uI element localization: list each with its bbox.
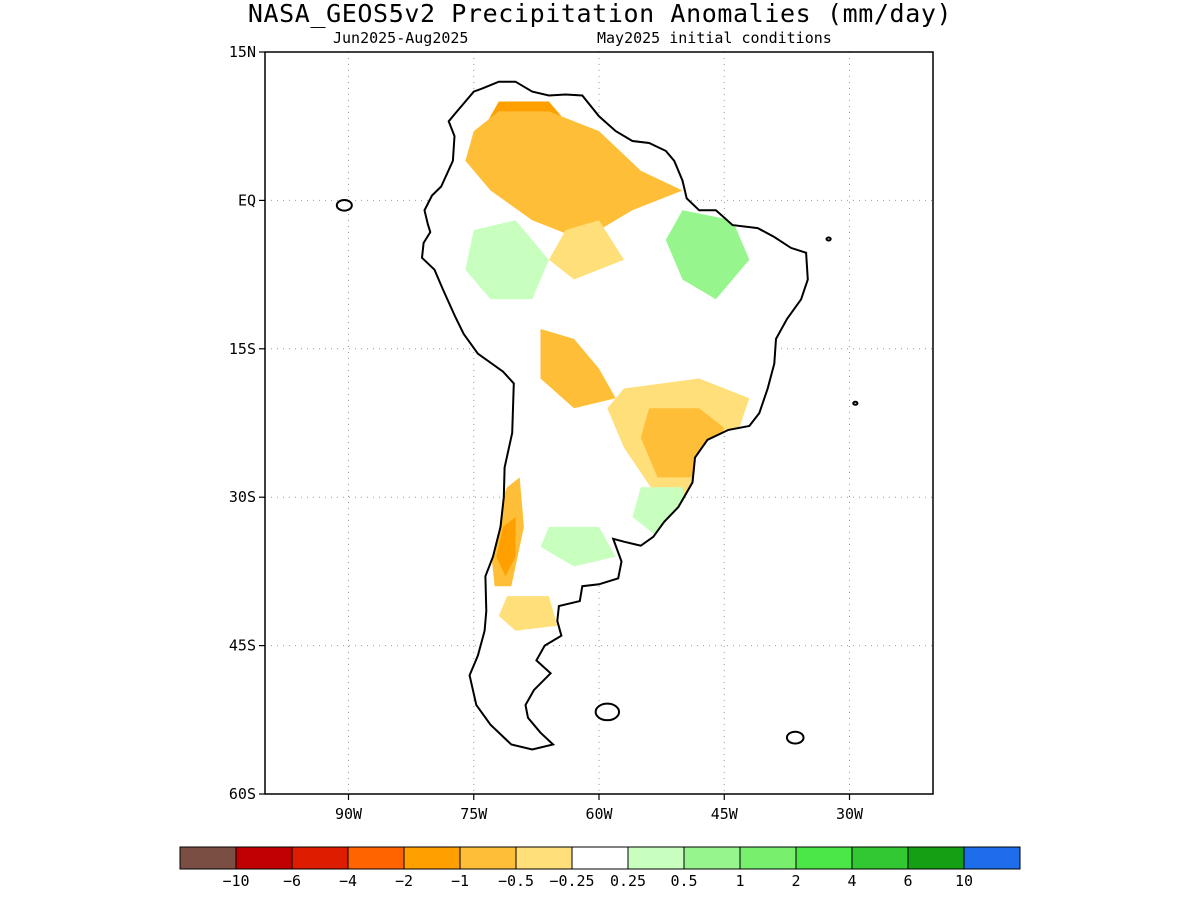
lat-tick-label: 30S — [229, 488, 256, 506]
lon-tick-label: 90W — [335, 805, 363, 823]
anomaly-region — [465, 111, 683, 241]
legend-label: 0.25 — [610, 872, 646, 890]
lon-tick-label: 30W — [836, 805, 864, 823]
coastline — [420, 80, 809, 751]
anomaly-region — [540, 526, 616, 567]
lon-tick-label: 60W — [585, 805, 613, 823]
legend-swatch — [795, 846, 853, 870]
lat-tick-label: 15N — [229, 43, 256, 61]
island-south-georgia — [785, 730, 805, 745]
map-title: NASA_GEOS5v2 Precipitation Anomalies (mm… — [247, 0, 953, 28]
legend-swatch — [907, 846, 965, 870]
anomaly-region — [548, 220, 624, 280]
color-legend: −10 −6 −4 −2 −1 −0.5 −0.25 0.25 0.5 1 2 4 6 10 — [179, 846, 1021, 890]
legend-swatch — [571, 846, 629, 870]
legend-label: −6 — [283, 872, 301, 890]
legend-swatch — [963, 846, 1021, 870]
legend-swatch — [683, 846, 741, 870]
legend-label: −4 — [339, 872, 357, 890]
forecast-period: Jun2025-Aug2025 — [333, 29, 469, 47]
island-trindade — [852, 400, 859, 406]
legend-label: 2 — [791, 872, 800, 890]
island-galapagos — [335, 199, 353, 212]
lat-tick-label: 15S — [229, 340, 256, 358]
legend-swatch — [291, 846, 349, 870]
legend-swatch — [347, 846, 405, 870]
island-fernando-de-noronha — [825, 236, 832, 242]
lat-tick-label: 45S — [229, 637, 256, 655]
legend-swatch — [403, 846, 461, 870]
latitude-axis: 15N EQ 15S 30S 45S 60S — [229, 43, 265, 803]
legend-swatch — [627, 846, 685, 870]
legend-label: 1 — [735, 872, 744, 890]
legend-swatch — [515, 846, 573, 870]
anomaly-region — [665, 210, 750, 300]
initial-conditions: May2025 initial conditions — [597, 29, 832, 47]
island-falklands — [594, 702, 621, 722]
legend-swatch — [851, 846, 909, 870]
lat-tick-label: 60S — [229, 785, 256, 803]
legend-label: 4 — [847, 872, 856, 890]
land-area — [335, 80, 859, 751]
legend-swatch — [179, 846, 237, 870]
lat-tick-label: EQ — [238, 191, 256, 209]
legend-swatch — [459, 846, 517, 870]
anomaly-region — [540, 329, 616, 409]
legend-swatch — [739, 846, 797, 870]
legend-label: −1 — [451, 872, 469, 890]
legend-label: −0.25 — [549, 872, 594, 890]
lon-tick-label: 45W — [711, 805, 739, 823]
legend-label: 10 — [955, 872, 973, 890]
anomaly-region — [465, 220, 549, 300]
anomaly-region — [640, 408, 725, 478]
lon-tick-label: 75W — [460, 805, 488, 823]
longitude-axis: 90W 75W 60W 45W 30W — [335, 794, 864, 823]
legend-label: −10 — [222, 872, 249, 890]
legend-label: 0.5 — [670, 872, 697, 890]
legend-label: −0.5 — [498, 872, 534, 890]
legend-swatch — [235, 846, 293, 870]
islands — [335, 199, 859, 745]
legend-label: −2 — [395, 872, 413, 890]
legend-label: 6 — [903, 872, 912, 890]
anomaly-region — [496, 517, 516, 577]
anomaly-region — [498, 596, 558, 631]
